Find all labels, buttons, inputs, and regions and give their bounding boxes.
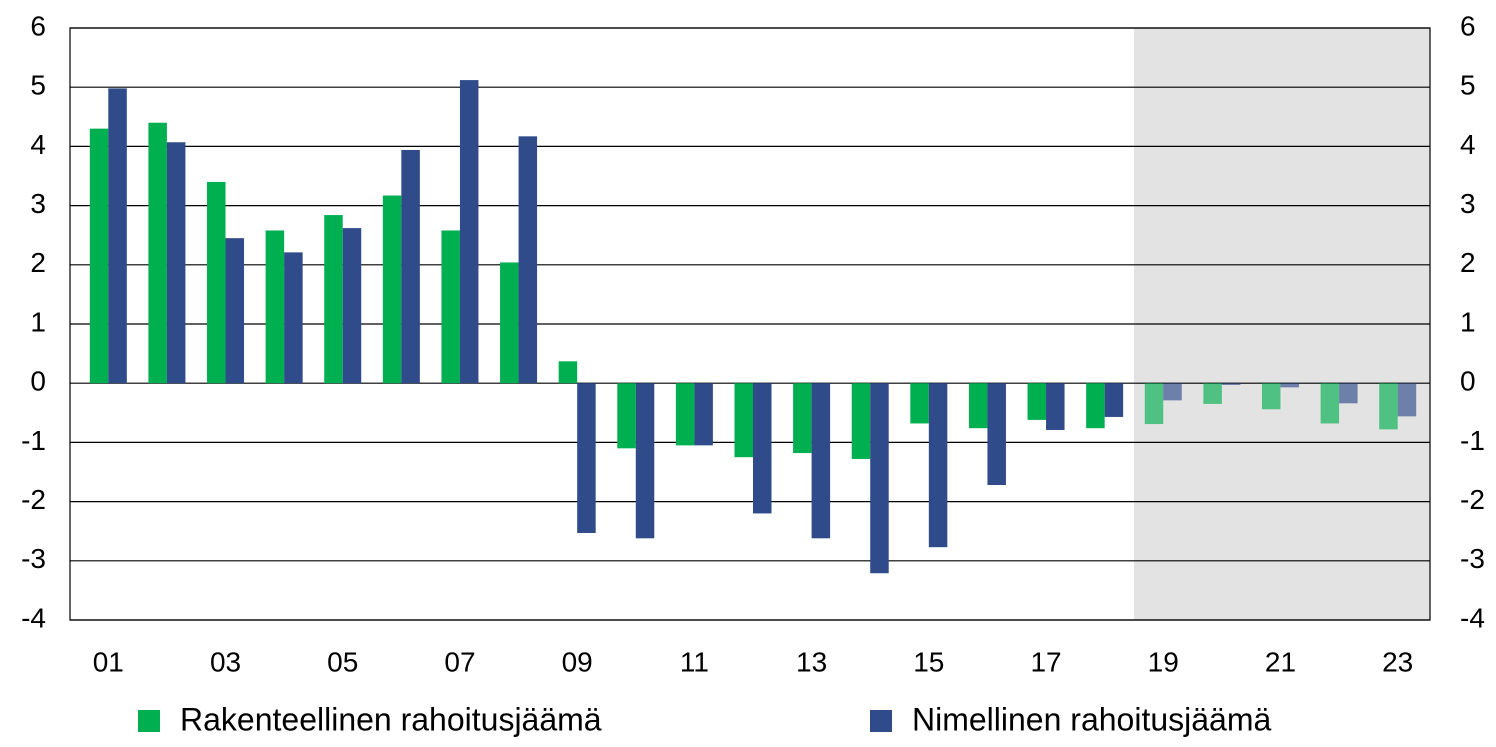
bar bbox=[1144, 383, 1164, 425]
y-tick-label: -3 bbox=[21, 543, 46, 574]
bar bbox=[1163, 383, 1182, 401]
x-tick-label: 23 bbox=[1382, 646, 1413, 677]
bar bbox=[1280, 383, 1299, 388]
y-tick-label: 6 bbox=[30, 10, 46, 41]
bar bbox=[166, 142, 186, 384]
bar bbox=[518, 136, 538, 384]
bar bbox=[1379, 383, 1398, 430]
bar bbox=[401, 149, 420, 384]
bar bbox=[910, 383, 929, 424]
bar bbox=[793, 383, 812, 454]
bar bbox=[811, 383, 831, 539]
y2-tick-label: -1 bbox=[1460, 425, 1485, 456]
bar bbox=[148, 122, 167, 384]
bar bbox=[225, 238, 245, 384]
bar bbox=[1397, 383, 1417, 417]
y2-tick-label: 6 bbox=[1460, 10, 1476, 41]
bar bbox=[89, 128, 109, 384]
y-tick-label: 1 bbox=[30, 306, 46, 337]
x-tick-label: 09 bbox=[562, 646, 593, 677]
x-tick-label: 13 bbox=[796, 646, 827, 677]
bar bbox=[558, 361, 578, 384]
bar bbox=[1086, 383, 1105, 429]
bar bbox=[987, 383, 1006, 486]
bar bbox=[1046, 383, 1065, 430]
bar bbox=[284, 252, 303, 384]
y2-tick-label: 0 bbox=[1460, 366, 1476, 397]
bar bbox=[500, 262, 519, 384]
bar bbox=[207, 181, 226, 384]
bar bbox=[870, 383, 889, 574]
legend-swatch bbox=[870, 710, 892, 732]
y2-tick-label: 5 bbox=[1460, 70, 1476, 101]
bar bbox=[441, 230, 460, 384]
y-tick-label: -1 bbox=[21, 425, 46, 456]
x-tick-label: 19 bbox=[1148, 646, 1179, 677]
legend-swatch bbox=[138, 710, 160, 732]
x-tick-label: 17 bbox=[1030, 646, 1061, 677]
bar bbox=[324, 215, 343, 384]
x-tick-label: 07 bbox=[444, 646, 475, 677]
x-tick-label: 03 bbox=[210, 646, 241, 677]
y2-tick-label: 1 bbox=[1460, 306, 1476, 337]
bar bbox=[1104, 383, 1124, 417]
bar bbox=[459, 80, 479, 384]
x-tick-label: 11 bbox=[680, 646, 709, 677]
bar bbox=[675, 383, 695, 446]
y-tick-label: -4 bbox=[21, 602, 46, 633]
bar bbox=[342, 228, 362, 384]
bar bbox=[734, 383, 753, 458]
bar bbox=[1027, 383, 1047, 420]
bar bbox=[1221, 383, 1241, 385]
bar bbox=[108, 88, 127, 384]
x-tick-label: 15 bbox=[913, 646, 944, 677]
bar bbox=[382, 195, 402, 384]
legend-label: Rakenteellinen rahoitusjäämä bbox=[180, 701, 602, 737]
y2-tick-label: -2 bbox=[1460, 484, 1485, 515]
bar bbox=[1339, 383, 1358, 404]
y-tick-label: 3 bbox=[30, 188, 46, 219]
y-tick-label: 5 bbox=[30, 70, 46, 101]
y-tick-label: -2 bbox=[21, 484, 46, 515]
y2-tick-label: -4 bbox=[1460, 602, 1485, 633]
y2-tick-label: 2 bbox=[1460, 247, 1476, 278]
bar bbox=[968, 383, 988, 429]
y-tick-label: 0 bbox=[30, 366, 46, 397]
bar bbox=[617, 383, 636, 449]
bar bbox=[694, 383, 713, 446]
bar bbox=[1203, 383, 1222, 404]
y2-tick-label: 3 bbox=[1460, 188, 1476, 219]
bar bbox=[265, 230, 285, 384]
x-tick-label: 21 bbox=[1265, 646, 1296, 677]
y2-tick-label: 4 bbox=[1460, 129, 1476, 160]
legend-label: Nimellinen rahoitusjäämä bbox=[912, 701, 1271, 737]
bar bbox=[851, 383, 871, 459]
bar bbox=[928, 383, 948, 548]
y2-tick-label: -3 bbox=[1460, 543, 1485, 574]
y-tick-label: 4 bbox=[30, 129, 46, 160]
x-tick-label: 05 bbox=[327, 646, 358, 677]
x-tick-label: 01 bbox=[93, 646, 124, 677]
bar bbox=[635, 383, 655, 539]
plot-frame bbox=[69, 27, 1431, 621]
bar bbox=[1320, 383, 1340, 424]
bar bbox=[753, 383, 772, 514]
y-tick-label: 2 bbox=[30, 247, 46, 278]
bar bbox=[577, 383, 596, 533]
bar bbox=[1261, 383, 1281, 410]
